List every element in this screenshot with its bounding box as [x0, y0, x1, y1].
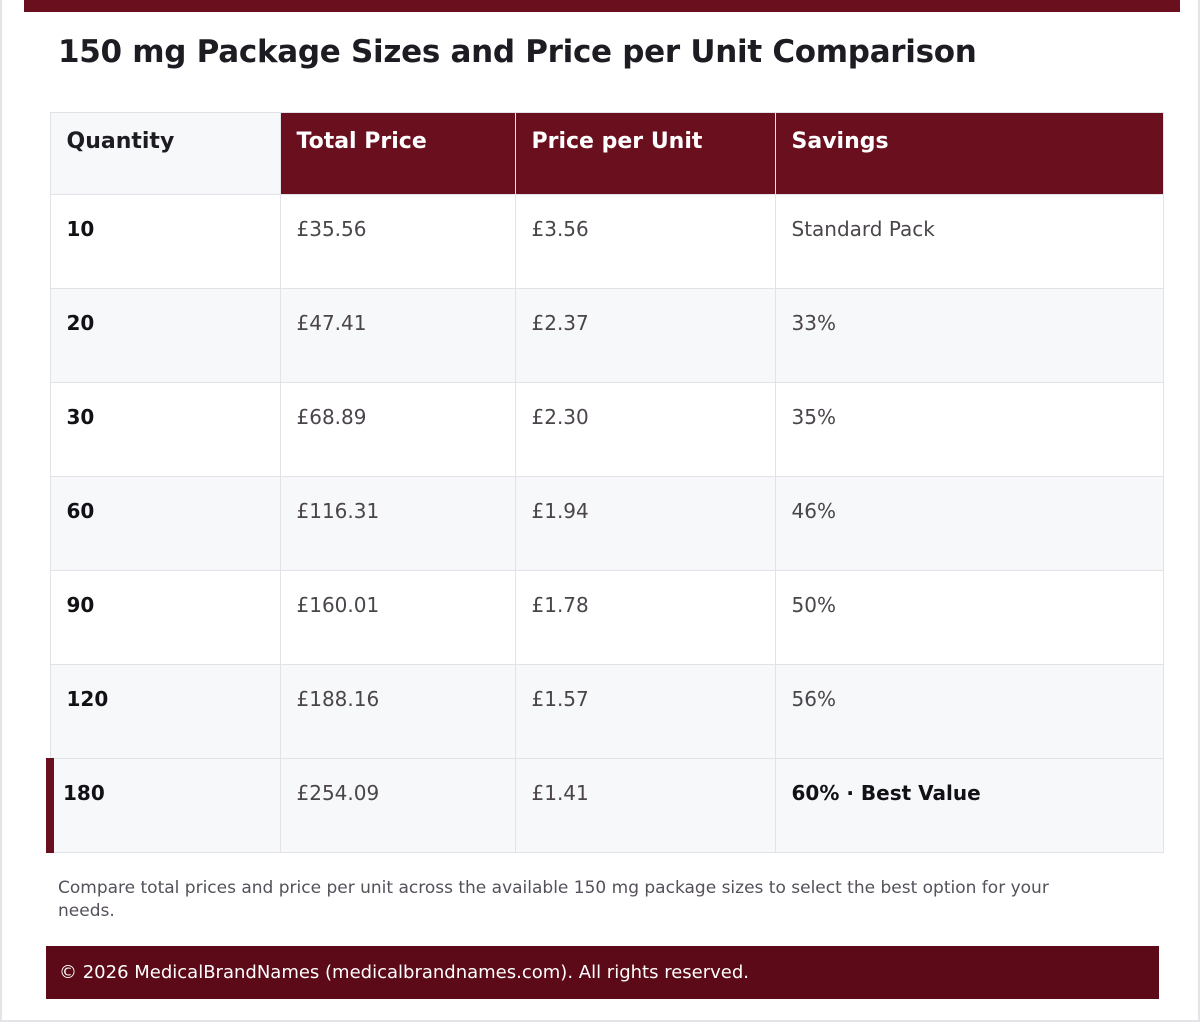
cell-savings-best-value: 60% · Best Value [774, 758, 1164, 853]
table-row: 30 £68.89 £2.30 35% [49, 382, 1164, 477]
cell-quantity: 20 [49, 288, 281, 383]
cell-price-per-unit: £1.41 [514, 758, 776, 853]
cell-price-per-unit: £3.56 [514, 194, 776, 289]
cell-total-price: £68.89 [279, 382, 516, 477]
cell-savings: 46% [774, 476, 1164, 571]
cell-savings: 56% [774, 664, 1164, 759]
cell-price-per-unit: £1.94 [514, 476, 776, 571]
copyright-footer: © 2026 MedicalBrandNames (medicalbrandna… [46, 946, 1159, 999]
cell-quantity: 10 [49, 194, 281, 289]
cell-savings: 50% [774, 570, 1164, 665]
cell-quantity: 30 [49, 382, 281, 477]
table-row: 90 £160.01 £1.78 50% [49, 570, 1164, 665]
cell-quantity: 120 [49, 664, 281, 759]
table-row: 120 £188.16 £1.57 56% [49, 664, 1164, 759]
header-quantity: Quantity [49, 112, 281, 195]
cell-total-price: £116.31 [279, 476, 516, 571]
table-row: 20 £47.41 £2.37 33% [49, 288, 1164, 383]
cell-quantity: 60 [49, 476, 281, 571]
comparison-note: Compare total prices and price per unit … [58, 878, 1049, 921]
header-price-per-unit: Price per Unit [514, 112, 776, 195]
header-total-price: Total Price [279, 112, 516, 195]
cell-savings: Standard Pack [774, 194, 1164, 289]
table-header-row: Quantity Total Price Price per Unit Savi… [49, 112, 1164, 195]
cell-total-price: £47.41 [279, 288, 516, 383]
page-title: 150 mg Package Sizes and Price per Unit … [58, 34, 977, 70]
copyright-text: © 2026 MedicalBrandNames (medicalbrandna… [59, 962, 749, 983]
price-comparison-table: Quantity Total Price Price per Unit Savi… [46, 112, 1164, 853]
cell-quantity: 180 [46, 758, 281, 853]
table-row-best-value: 180 £254.09 £1.41 60% · Best Value [46, 758, 1164, 853]
table-row: 10 £35.56 £3.56 Standard Pack [49, 194, 1164, 289]
cell-quantity: 90 [49, 570, 281, 665]
table-row: 60 £116.31 £1.94 46% [49, 476, 1164, 571]
cell-total-price: £35.56 [279, 194, 516, 289]
cell-savings: 35% [774, 382, 1164, 477]
header-savings: Savings [774, 112, 1164, 195]
top-accent-bar [24, 0, 1180, 12]
cell-savings: 33% [774, 288, 1164, 383]
cell-price-per-unit: £1.78 [514, 570, 776, 665]
cell-total-price: £160.01 [279, 570, 516, 665]
cell-total-price: £188.16 [279, 664, 516, 759]
cell-total-price: £254.09 [279, 758, 516, 853]
cell-price-per-unit: £1.57 [514, 664, 776, 759]
cell-price-per-unit: £2.37 [514, 288, 776, 383]
cell-price-per-unit: £2.30 [514, 382, 776, 477]
